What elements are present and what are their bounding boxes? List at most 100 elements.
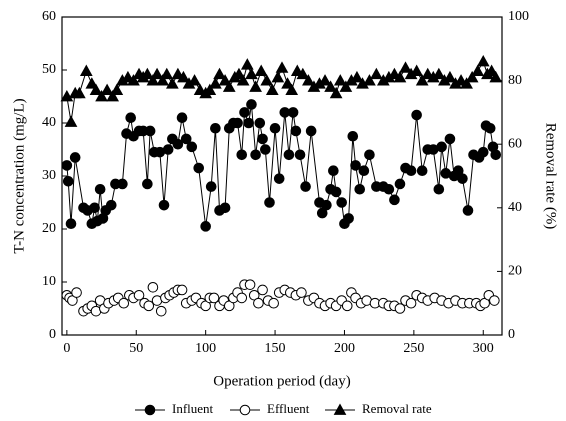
x-tick-label: 100: [195, 341, 216, 356]
data-point: [296, 67, 310, 80]
data-point: [484, 123, 496, 134]
data-point: [236, 149, 248, 161]
data-point: [457, 173, 468, 184]
data-point: [71, 287, 82, 298]
data-point: [275, 61, 289, 73]
data-point: [141, 67, 154, 80]
data-point: [411, 109, 422, 121]
data-point: [180, 133, 192, 145]
data-point: [200, 221, 211, 232]
y-tick-label: 40: [42, 115, 56, 130]
x-tick-label: 300: [473, 341, 494, 356]
data-point: [239, 107, 250, 118]
data-point: [333, 74, 347, 86]
data-point: [160, 67, 174, 80]
data-point: [354, 183, 366, 195]
data-point: [336, 197, 347, 208]
data-point: [257, 133, 268, 145]
data-point: [271, 70, 285, 83]
data-point: [264, 197, 275, 208]
data-point: [410, 64, 423, 76]
data-point: [208, 292, 220, 304]
x-tick-label: 0: [63, 341, 70, 356]
data-point: [246, 99, 257, 110]
data-point: [393, 70, 407, 83]
y2-tick-label: 40: [508, 200, 522, 215]
data-point: [203, 83, 217, 96]
data-point: [61, 160, 73, 171]
data-point: [69, 152, 81, 163]
data-point: [300, 181, 311, 192]
data-point: [172, 138, 184, 150]
data-point: [350, 70, 364, 83]
data-point: [62, 176, 74, 187]
data-point: [188, 74, 201, 86]
data-point: [244, 279, 256, 290]
data-point: [436, 141, 447, 153]
data-point: [218, 74, 232, 86]
data-point: [290, 125, 302, 137]
data-point: [253, 297, 264, 309]
data-point: [364, 149, 375, 161]
data-point: [146, 74, 160, 86]
data-point: [432, 67, 446, 80]
data-point: [105, 199, 117, 211]
data-point: [142, 178, 153, 190]
data-point: [399, 61, 412, 73]
legend-label: Influent: [172, 401, 214, 416]
data-point: [324, 80, 337, 92]
data-point: [89, 83, 103, 96]
data-point: [285, 83, 299, 96]
data-point: [302, 74, 315, 86]
data-point: [232, 117, 243, 129]
data-point: [405, 297, 417, 309]
y2-tick-label: 60: [508, 136, 522, 151]
y-tick-label: 0: [49, 327, 56, 342]
data-point: [305, 125, 317, 137]
legend-label: Effluent: [267, 401, 310, 416]
data-point: [73, 86, 86, 99]
y2-tick-label: 80: [508, 73, 522, 88]
data-point: [389, 194, 400, 206]
data-point: [318, 74, 332, 86]
data-point: [254, 64, 268, 76]
data-point: [222, 80, 236, 92]
data-point: [249, 80, 262, 92]
legend-marker: [144, 404, 156, 416]
data-point: [490, 149, 502, 161]
data-point: [133, 289, 145, 301]
data-point: [489, 295, 500, 306]
data-point: [193, 162, 205, 174]
data-point: [118, 297, 130, 309]
data-point: [110, 83, 124, 96]
data-point: [162, 144, 174, 155]
data-point: [415, 74, 429, 86]
data-point: [65, 218, 77, 229]
data-point: [465, 70, 479, 83]
data-point: [177, 70, 190, 83]
data-point: [150, 67, 164, 80]
data-point: [347, 130, 359, 142]
legend-marker: [239, 404, 251, 416]
x-tick-label: 200: [334, 341, 355, 356]
x-tick-label: 150: [265, 341, 286, 356]
data-point: [460, 77, 473, 89]
y-tick-label: 60: [42, 9, 56, 24]
data-point: [268, 297, 279, 309]
data-point: [281, 77, 294, 89]
data-point: [257, 284, 268, 296]
data-point: [79, 64, 93, 76]
data-point: [358, 165, 370, 176]
data-point: [273, 173, 285, 184]
x-axis-label: Operation period (day): [213, 373, 350, 389]
data-point: [443, 70, 457, 83]
data-point: [94, 183, 106, 195]
data-point: [205, 181, 217, 192]
y-tick-label: 30: [42, 168, 56, 183]
data-point: [462, 205, 474, 216]
data-point: [329, 86, 343, 99]
data-point: [260, 74, 274, 86]
data-point: [245, 67, 258, 80]
data-point: [283, 149, 295, 161]
